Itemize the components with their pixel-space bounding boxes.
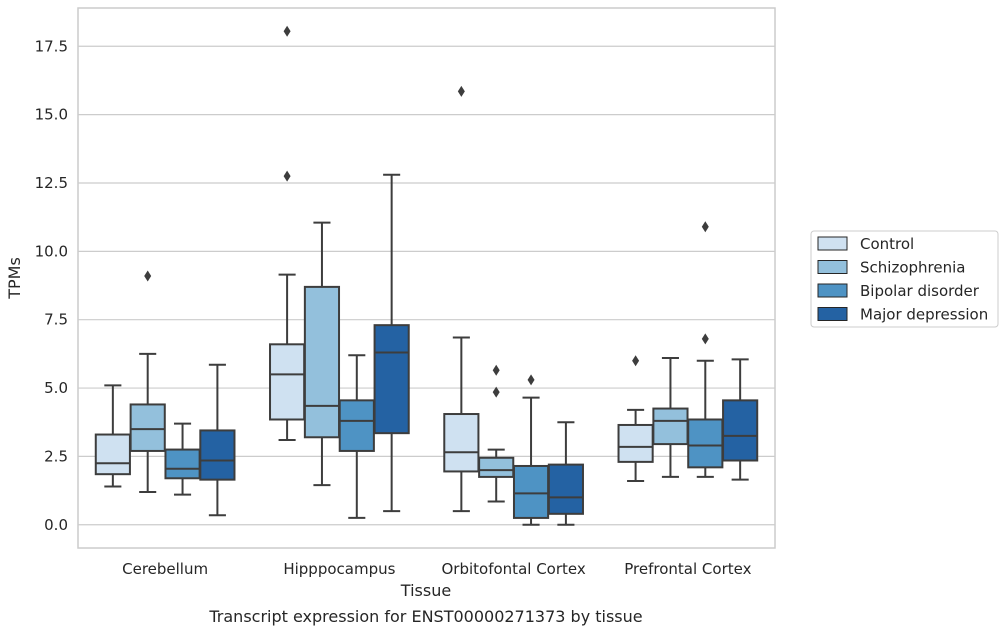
x-axis-ticks: Cerebellum Hipppocampus Orbitofontal Corte… (122, 560, 751, 578)
box (687, 418, 724, 469)
box-group (129, 270, 166, 493)
box (373, 324, 410, 435)
y-tick-label: 5.0 (44, 379, 68, 397)
box-group (94, 384, 131, 488)
y-tick-label: 12.5 (35, 174, 68, 192)
box-series (94, 25, 759, 526)
outlier-point (144, 270, 152, 282)
box-group (373, 173, 410, 513)
box-group (722, 358, 759, 481)
x-tick-label: Orbitofontal Cortex (442, 560, 586, 578)
box-group (512, 374, 550, 526)
x-tick-label: Hipppocampus (283, 560, 395, 578)
outlier-point (492, 364, 500, 376)
x-tick-label: Prefrontal Cortex (624, 560, 751, 578)
outlier-point (283, 25, 291, 37)
outlier-point (492, 386, 500, 398)
box (303, 285, 341, 439)
legend-swatch (817, 236, 848, 251)
outlier-point (283, 170, 291, 182)
box-group (687, 221, 724, 478)
box (129, 403, 166, 452)
box (512, 464, 550, 519)
box-group (164, 422, 201, 496)
plot-area-frame (77, 7, 776, 549)
box-group (338, 354, 375, 519)
box (478, 456, 515, 478)
legend-label: Bipolar disorder (860, 282, 980, 300)
legend-swatch (817, 283, 848, 298)
chart-caption: Transcript expression for ENST0000027137… (208, 607, 642, 626)
box (94, 433, 131, 476)
y-tick-label: 0.0 (44, 516, 68, 534)
outlier-point (701, 333, 709, 345)
legend-label: Schizophrenia (860, 259, 965, 277)
box (722, 399, 759, 462)
y-tick-label: 15.0 (35, 106, 68, 124)
box (652, 407, 689, 446)
outlier-point (457, 85, 465, 97)
legend: Control Schizophrenia Bipolar disorder Majo… (810, 230, 999, 328)
y-axis-ticks: 0.0 2.5 5.0 7.5 10.0 12.5 15.0 17.5 (35, 37, 68, 533)
box (338, 399, 375, 452)
y-tick-label: 17.5 (35, 37, 68, 55)
outlier-point (701, 221, 709, 233)
box-group (547, 421, 584, 526)
y-tick-label: 10.0 (35, 242, 68, 260)
box (547, 463, 584, 515)
box-group (443, 85, 480, 513)
box (199, 429, 236, 481)
box-group (617, 355, 654, 483)
box-group (652, 356, 689, 478)
y-axis-label: TPMs (5, 257, 24, 300)
box (617, 423, 654, 463)
legend-label: Major depression (860, 306, 988, 324)
box (443, 413, 480, 473)
y-tick-label: 7.5 (44, 311, 68, 329)
x-tick-label: Cerebellum (122, 560, 208, 578)
box (164, 448, 201, 480)
box-group (303, 221, 341, 487)
outlier-point (632, 355, 640, 367)
x-axis-label: Tissue (400, 581, 451, 600)
legend-swatch (817, 307, 848, 321)
legend-swatch (817, 260, 848, 274)
box-group (478, 364, 515, 503)
outlier-point (527, 374, 535, 386)
box-group (199, 363, 236, 517)
y-tick-label: 2.5 (44, 447, 68, 465)
legend-frame (810, 230, 999, 328)
box-group (269, 25, 306, 441)
legend-label: Control (860, 235, 914, 253)
box (269, 343, 306, 421)
